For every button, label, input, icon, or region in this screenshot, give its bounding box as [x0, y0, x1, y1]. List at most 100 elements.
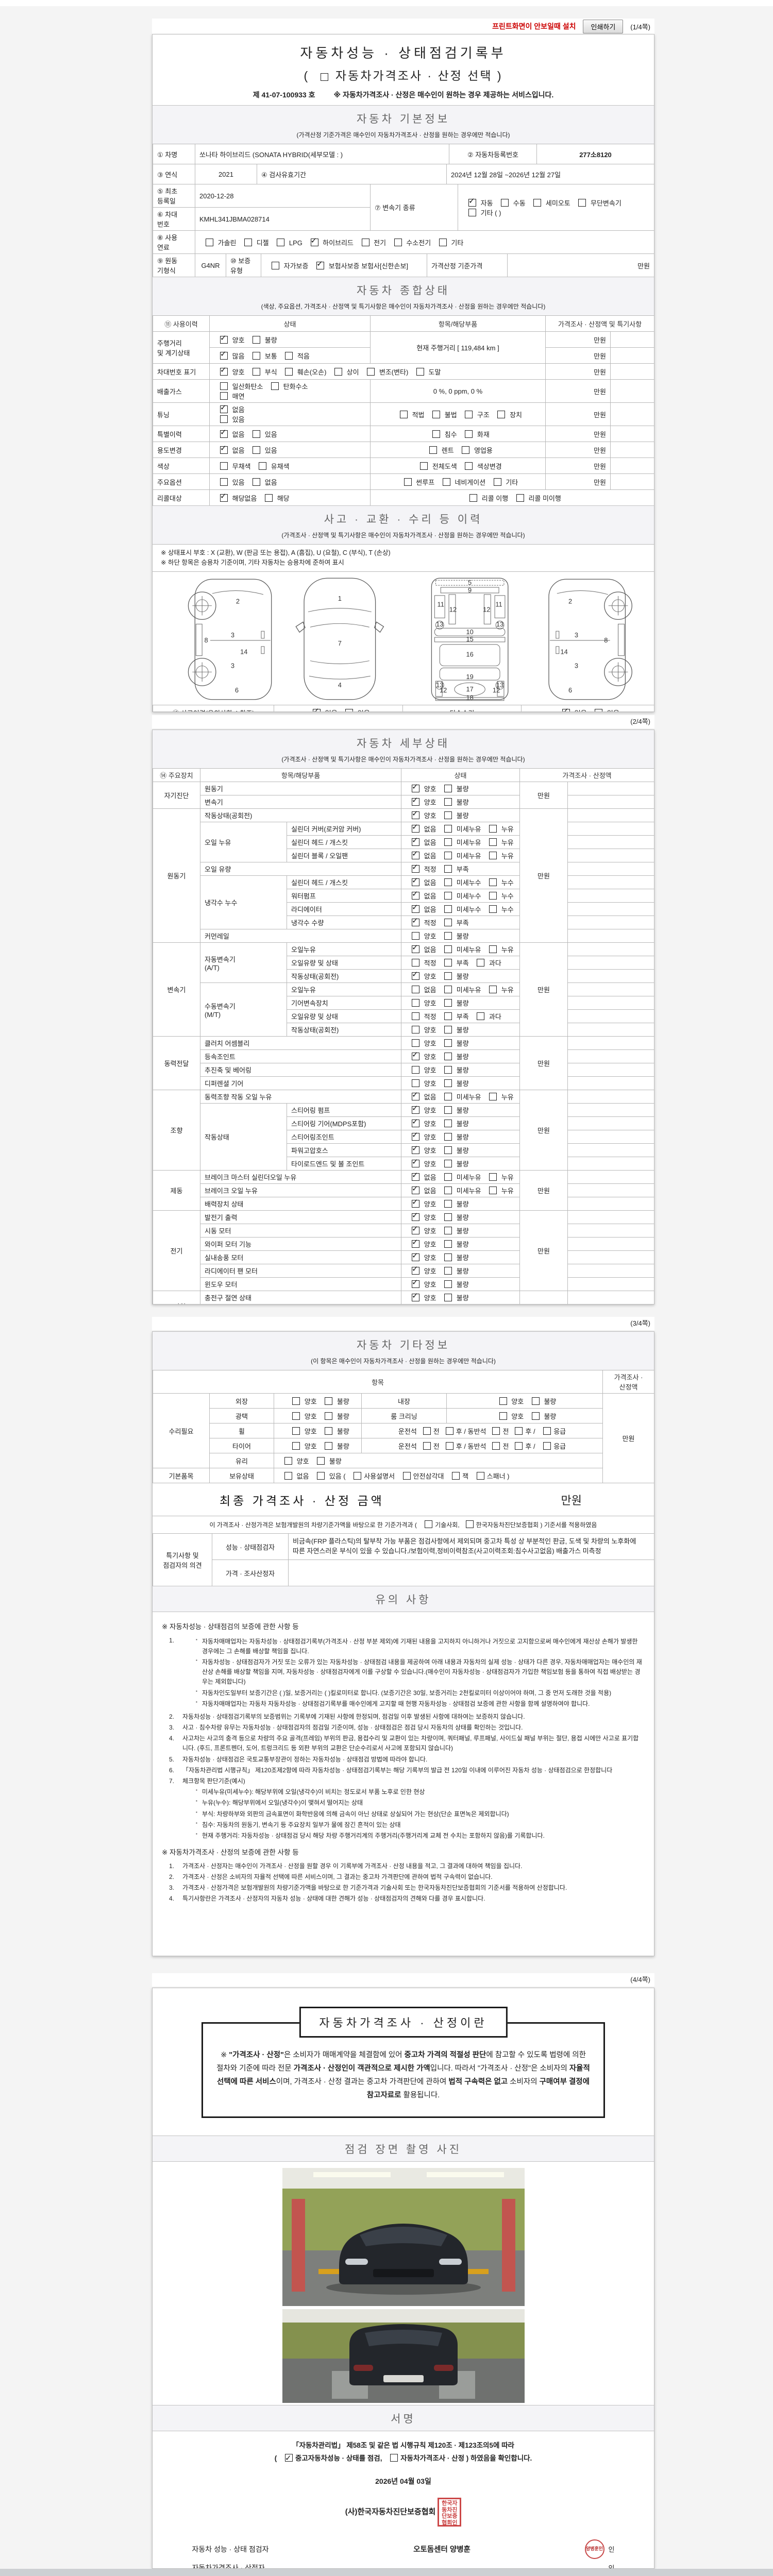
checkbox-unchecked[interactable] [444, 878, 452, 886]
checkbox-unchecked[interactable] [489, 1173, 497, 1181]
checkbox-unchecked[interactable] [444, 1133, 452, 1141]
checkbox-checked[interactable] [412, 796, 419, 806]
checkbox-unchecked[interactable] [423, 1442, 431, 1450]
checkbox-unchecked[interactable] [284, 1471, 292, 1480]
checkbox-unchecked[interactable] [325, 1442, 333, 1450]
checkbox-checked[interactable] [412, 876, 419, 886]
checkbox-unchecked[interactable] [439, 238, 447, 246]
checkbox-unchecked[interactable] [489, 1187, 497, 1194]
checkbox-unchecked[interactable] [432, 430, 441, 438]
checkbox-unchecked[interactable] [444, 905, 452, 913]
checkbox-unchecked[interactable] [425, 1520, 433, 1528]
checkbox-checked[interactable] [412, 1131, 419, 1141]
checkbox-unchecked[interactable] [442, 478, 450, 486]
checkbox-unchecked[interactable] [469, 494, 478, 502]
checkbox-checked[interactable] [412, 1251, 419, 1261]
checkbox-unchecked[interactable] [444, 1053, 452, 1060]
checkbox-checked[interactable] [412, 809, 419, 819]
checkbox-unchecked[interactable] [220, 382, 228, 390]
checkbox-unchecked[interactable] [444, 1093, 452, 1100]
checkbox-unchecked[interactable] [334, 367, 343, 376]
checkbox-unchecked[interactable] [444, 811, 452, 819]
checkbox-checked[interactable] [412, 823, 419, 833]
checkbox-unchecked[interactable] [220, 392, 228, 400]
checkbox-unchecked[interactable] [477, 959, 485, 967]
checkbox-checked[interactable] [412, 890, 419, 900]
checkbox-unchecked[interactable] [412, 1026, 419, 1033]
checkbox-checked[interactable] [220, 492, 228, 502]
checkbox-unchecked[interactable] [489, 878, 497, 886]
checkbox-unchecked[interactable] [361, 238, 369, 246]
checkbox-checked[interactable] [412, 850, 419, 859]
checkbox-unchecked[interactable] [325, 1397, 333, 1405]
checkbox-checked[interactable] [412, 1050, 419, 1060]
checkbox-unchecked[interactable] [367, 367, 375, 376]
checkbox-unchecked[interactable] [444, 932, 452, 940]
checkbox-checked[interactable] [412, 783, 419, 792]
checkbox-unchecked[interactable] [390, 2453, 398, 2462]
checkbox-unchecked[interactable] [285, 351, 293, 360]
checkbox-unchecked[interactable] [465, 430, 473, 438]
checkbox-checked[interactable] [468, 196, 476, 207]
checkbox-checked[interactable] [412, 1278, 419, 1288]
checkbox-unchecked[interactable] [325, 1412, 333, 1420]
checkbox-unchecked[interactable] [444, 865, 452, 873]
checkbox-checked[interactable] [220, 333, 228, 344]
checkbox-checked[interactable] [313, 706, 321, 711]
checkbox-unchecked[interactable] [444, 1039, 452, 1047]
checkbox-checked[interactable] [412, 1238, 419, 1248]
checkbox-unchecked[interactable] [244, 238, 253, 246]
checkbox-unchecked[interactable] [345, 709, 354, 711]
checkbox-unchecked[interactable] [489, 945, 497, 953]
checkbox-unchecked[interactable] [444, 785, 452, 792]
checkbox-unchecked[interactable] [444, 1120, 452, 1127]
checkbox-checked[interactable] [412, 903, 419, 913]
checkbox-unchecked[interactable] [444, 1280, 452, 1288]
checkbox-unchecked[interactable] [325, 1427, 333, 1435]
checkbox-unchecked[interactable] [265, 494, 273, 502]
checkbox-unchecked[interactable] [492, 1442, 500, 1450]
checkbox-unchecked[interactable] [444, 1012, 452, 1020]
checkbox-unchecked[interactable] [533, 198, 542, 207]
checkbox-unchecked[interactable] [292, 1427, 300, 1435]
checkbox-unchecked[interactable] [284, 1456, 292, 1465]
checkbox-checked[interactable] [412, 1184, 419, 1194]
checkbox-checked[interactable] [412, 1211, 419, 1221]
checkbox-unchecked[interactable] [543, 1427, 551, 1435]
checkbox-unchecked[interactable] [444, 1026, 452, 1033]
checkbox-unchecked[interactable] [476, 1471, 484, 1480]
checkbox-unchecked[interactable] [489, 838, 497, 846]
checkbox-unchecked[interactable] [595, 709, 603, 711]
checkbox-checked[interactable] [412, 1104, 419, 1114]
checkbox-unchecked[interactable] [444, 1200, 452, 1208]
checkbox-unchecked[interactable] [444, 1227, 452, 1234]
checkbox-checked[interactable] [412, 863, 419, 873]
checkbox-unchecked[interactable] [412, 1066, 419, 1074]
checkbox-checked[interactable] [412, 1225, 419, 1234]
checkbox-unchecked[interactable] [423, 1427, 431, 1435]
checkbox-unchecked[interactable] [578, 198, 586, 207]
checkbox-unchecked[interactable] [489, 852, 497, 859]
checkbox-checked[interactable] [412, 1144, 419, 1154]
checkbox-unchecked[interactable] [292, 1397, 300, 1405]
checkbox-unchecked[interactable] [444, 1066, 452, 1074]
checkbox-unchecked[interactable] [444, 919, 452, 926]
checkbox-unchecked[interactable] [432, 410, 441, 418]
checkbox-checked[interactable] [316, 259, 325, 269]
checkbox-unchecked[interactable] [253, 430, 261, 438]
checkbox-unchecked[interactable] [444, 1079, 452, 1087]
checkbox-checked[interactable] [412, 1091, 419, 1100]
checkbox-unchecked[interactable] [444, 1267, 452, 1275]
checkbox-checked[interactable] [412, 1265, 419, 1275]
checkbox-unchecked[interactable] [444, 1173, 452, 1181]
checkbox-unchecked[interactable] [497, 410, 506, 418]
checkbox-checked[interactable] [412, 1171, 419, 1181]
checkbox-checked[interactable] [412, 970, 419, 980]
checkbox-unchecked[interactable] [477, 1012, 485, 1020]
checkbox-unchecked[interactable] [444, 1160, 452, 1167]
checkbox-unchecked[interactable] [220, 478, 228, 486]
checkbox-checked[interactable] [220, 365, 228, 376]
checkbox-unchecked[interactable] [416, 367, 424, 376]
checkbox-unchecked[interactable] [412, 959, 419, 967]
checkbox-unchecked[interactable] [444, 972, 452, 980]
